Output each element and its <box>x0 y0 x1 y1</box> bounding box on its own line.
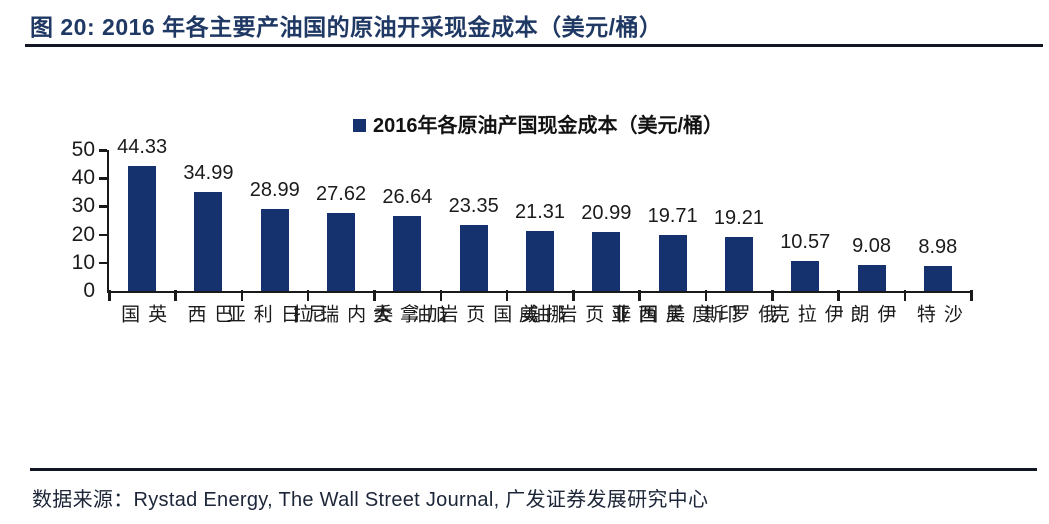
x-axis-tick <box>306 290 310 301</box>
bar-value-label: 21.31 <box>514 200 566 223</box>
category-label: 加拿大 <box>369 304 445 325</box>
legend-label: 2016年各原油产国现金成本（美元/桶） <box>372 115 724 137</box>
category-label: 尼日利亚 <box>223 304 326 325</box>
bar-value-label: 34.99 <box>183 162 234 185</box>
category-label: 委内瑞拉 <box>290 304 393 325</box>
bar <box>724 236 753 291</box>
bar-value-label: 44.33 <box>117 136 168 158</box>
legend-swatch <box>352 119 366 132</box>
bar <box>194 192 223 291</box>
x-axis-tick <box>572 290 575 301</box>
bar-value-label: 19.21 <box>713 206 764 229</box>
bar <box>128 166 157 291</box>
data-source: 数据来源：Rystad Energy, The Wall Street Jour… <box>32 489 709 511</box>
y-axis-tick-label: 0 <box>83 279 95 302</box>
bar-value-label: 20.99 <box>581 201 632 224</box>
x-axis-tick <box>704 290 708 301</box>
x-axis-tick <box>240 290 244 301</box>
x-axis-tick <box>771 290 774 301</box>
x-axis-tick <box>837 290 840 301</box>
bar <box>791 261 820 291</box>
footer-divider <box>30 468 1037 471</box>
bar-value-label: 28.99 <box>249 179 300 202</box>
bar-value-label: 23.35 <box>448 195 499 218</box>
category-label: 美国页岩油 <box>409 304 539 325</box>
plot-area: 0 10 20 30 40 50 44.33 英国 34.99 巴西 28.99 尼日利亚 27.62 委… <box>72 136 973 325</box>
y-axis-tick <box>99 177 107 180</box>
bar <box>658 235 687 291</box>
x-axis-tick <box>505 290 509 301</box>
y-axis-tick <box>99 149 107 152</box>
bar <box>526 230 554 291</box>
y-axis-tick-label: 30 <box>71 194 95 218</box>
bar-value-label: 9.08 <box>852 235 891 258</box>
x-axis-tick <box>439 290 443 301</box>
chart-legend: 2016年各原油产国现金成本（美元/桶） <box>107 109 969 138</box>
bar <box>857 265 886 291</box>
x-axis-tick <box>108 290 111 301</box>
y-axis-tick-label: 20 <box>71 222 95 246</box>
category-label: 俄罗斯 <box>701 304 777 325</box>
bar <box>923 265 952 291</box>
category-label: 英国 <box>118 304 167 325</box>
category-label: 伊拉克 <box>767 304 843 325</box>
header-divider <box>25 44 1043 47</box>
figure-title: 图 20: 2016 年各主要产油国的原油开采现金成本（美元/桶） <box>30 14 663 40</box>
x-axis-tick <box>970 290 973 301</box>
category-label: 挪威 <box>516 304 564 325</box>
bar <box>327 213 356 291</box>
bar-value-label: 19.71 <box>647 205 698 228</box>
category-label: 印度尼西亚 <box>608 304 738 325</box>
bar <box>260 209 289 291</box>
x-axis-tick <box>174 290 177 301</box>
y-axis-tick <box>99 233 107 237</box>
y-axis-tick-label: 40 <box>71 166 95 190</box>
bar-value-label: 8.98 <box>918 235 958 258</box>
bar <box>459 225 488 291</box>
category-label: 沙特 <box>913 304 962 325</box>
bar <box>592 231 621 291</box>
category-label: 巴西 <box>184 304 233 325</box>
bar-value-label: 27.62 <box>316 183 367 206</box>
category-label: 美国非页岩油 <box>528 304 685 325</box>
category-label: 伊朗 <box>847 304 896 325</box>
y-axis-tick-label: 10 <box>71 250 95 274</box>
x-axis-tick <box>638 290 641 301</box>
x-axis-tick <box>373 290 376 301</box>
y-axis-tick-label: 50 <box>71 138 95 161</box>
bar-value-label: 26.64 <box>382 185 433 208</box>
y-axis-tick <box>99 205 107 208</box>
bar <box>393 215 422 291</box>
bar-value-label: 10.57 <box>780 231 831 254</box>
y-axis-tick <box>99 261 107 265</box>
x-axis-tick <box>903 290 907 301</box>
